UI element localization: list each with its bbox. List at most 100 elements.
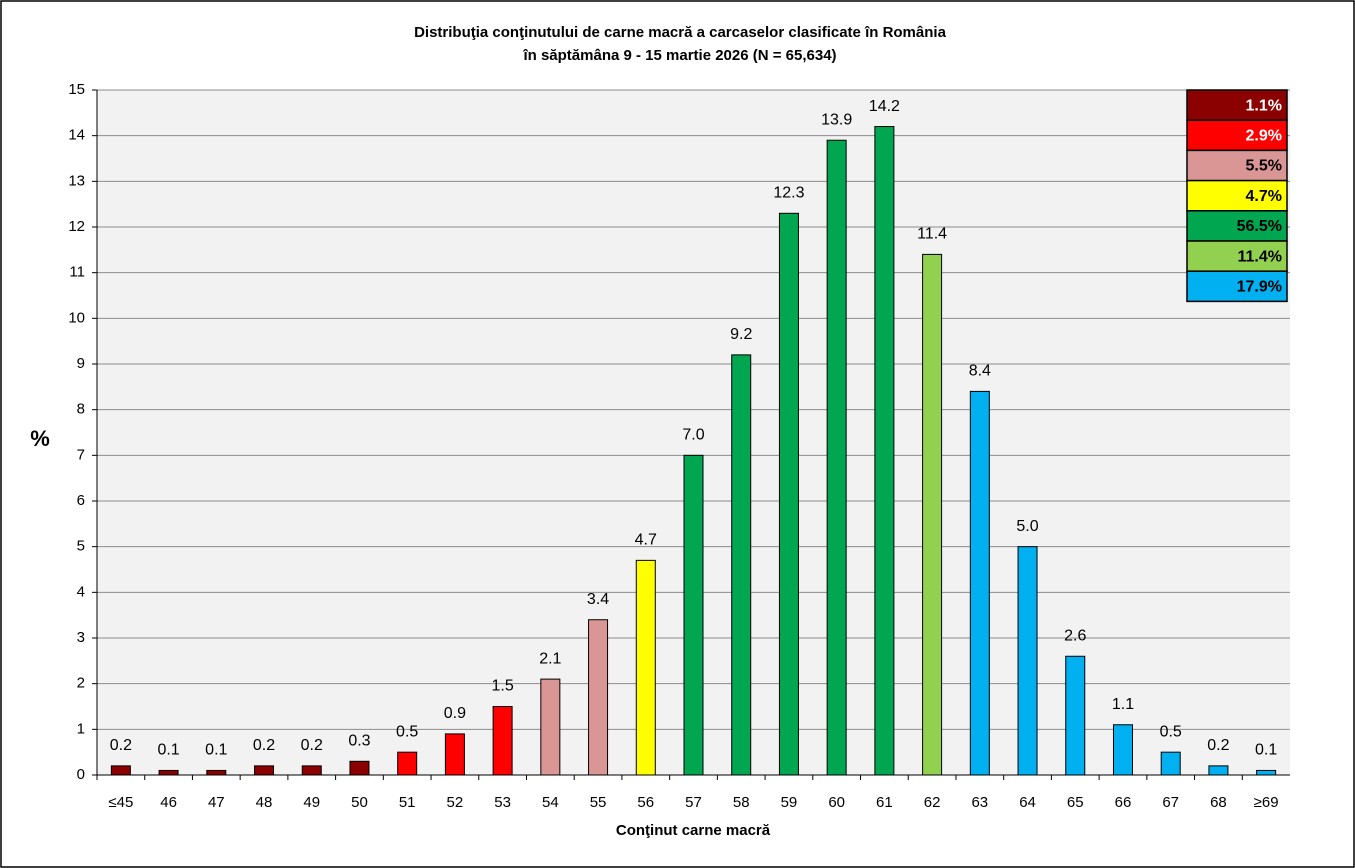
x-tick-label: 59 xyxy=(781,794,798,811)
y-tick-label: 15 xyxy=(68,81,85,98)
value-label: 5.0 xyxy=(1016,518,1038,535)
group-total-label: 11.4% xyxy=(1238,248,1282,265)
x-tick-label: 55 xyxy=(590,794,607,811)
value-label: 0.1 xyxy=(205,742,227,759)
x-tick-label: ≤45 xyxy=(108,794,133,811)
value-label: 0.2 xyxy=(301,737,323,754)
x-tick-label: 54 xyxy=(542,794,559,811)
x-tick-label: 62 xyxy=(924,794,941,811)
y-tick-label: 5 xyxy=(77,538,85,555)
y-tick-label: 7 xyxy=(77,446,85,463)
bar xyxy=(1017,546,1038,776)
value-label: 0.3 xyxy=(348,733,370,750)
chart-subtitle: în săptămâna 9 - 15 martie 2026 (N = 65,… xyxy=(522,47,836,64)
x-tick-label: 64 xyxy=(1019,794,1036,811)
y-tick-label: 2 xyxy=(77,675,85,692)
bar xyxy=(1160,751,1181,776)
y-tick-label: 10 xyxy=(68,309,85,326)
value-label: 0.1 xyxy=(1255,742,1277,759)
value-label: 1.5 xyxy=(491,678,513,695)
group-total-label: 56.5% xyxy=(1237,218,1282,235)
x-tick-label: 51 xyxy=(399,794,416,811)
group-total-label: 17.9% xyxy=(1237,279,1282,296)
x-tick-label: 63 xyxy=(971,794,988,811)
x-tick-label: 56 xyxy=(637,794,654,811)
bar xyxy=(301,765,322,776)
value-label: 0.2 xyxy=(1207,737,1229,754)
x-tick-label: 53 xyxy=(494,794,511,811)
value-label: 1.1 xyxy=(1112,696,1134,713)
y-tick-label: 1 xyxy=(77,720,85,737)
bar xyxy=(110,765,131,776)
x-tick-label: 58 xyxy=(733,794,750,811)
value-label: 2.6 xyxy=(1064,627,1086,644)
y-tick-label: 9 xyxy=(77,355,85,372)
y-tick-label: 0 xyxy=(77,766,85,783)
bar xyxy=(492,706,513,776)
group-total-box xyxy=(1186,119,1288,152)
group-total-label: 4.7% xyxy=(1246,188,1282,205)
bar xyxy=(158,769,179,776)
group-total-label: 5.5% xyxy=(1246,158,1282,175)
bar xyxy=(349,760,370,776)
bar xyxy=(969,390,990,776)
x-tick-label: 68 xyxy=(1210,794,1227,811)
bar xyxy=(1112,724,1133,776)
y-axis-label: % xyxy=(30,426,50,451)
value-label: 0.9 xyxy=(444,705,466,722)
bar xyxy=(588,619,609,776)
chart-title: Distribuţia conţinutului de carne macră … xyxy=(414,24,947,41)
value-label: 14.2 xyxy=(869,98,900,115)
value-label: 12.3 xyxy=(773,185,804,202)
value-label: 2.1 xyxy=(539,650,561,667)
y-tick-label: 13 xyxy=(68,172,85,189)
y-tick-label: 12 xyxy=(68,218,85,235)
bar xyxy=(922,253,943,776)
value-label: 3.4 xyxy=(587,591,609,608)
group-total-box xyxy=(1186,270,1288,303)
value-label: 0.1 xyxy=(157,742,179,759)
value-label: 11.4 xyxy=(917,226,947,243)
value-label: 0.5 xyxy=(396,723,418,740)
x-tick-label: 65 xyxy=(1067,794,1084,811)
x-tick-label: 61 xyxy=(876,794,893,811)
x-tick-label: 46 xyxy=(160,794,177,811)
y-tick-label: 11 xyxy=(69,264,85,281)
x-tick-label: ≥69 xyxy=(1254,794,1279,811)
bar xyxy=(444,733,465,776)
group-total-box xyxy=(1186,210,1288,242)
x-tick-label: 60 xyxy=(828,794,845,811)
x-tick-label: 48 xyxy=(256,794,273,811)
value-label: 0.2 xyxy=(110,737,132,754)
x-tick-label: 52 xyxy=(447,794,464,811)
y-tick-label: 14 xyxy=(68,127,85,144)
bar xyxy=(1065,655,1086,776)
group-total-label: 2.9% xyxy=(1246,128,1282,145)
bar xyxy=(254,765,275,776)
bar xyxy=(874,126,895,776)
group-total-box xyxy=(1186,89,1288,121)
x-tick-label: 57 xyxy=(685,794,702,811)
group-total-label: 1.1% xyxy=(1246,97,1282,114)
bar xyxy=(1256,769,1277,776)
bar xyxy=(826,139,847,776)
bar xyxy=(778,212,799,776)
x-tick-label: 66 xyxy=(1115,794,1132,811)
value-label: 7.0 xyxy=(682,427,704,444)
x-tick-label: 50 xyxy=(351,794,368,811)
bar xyxy=(540,678,561,776)
x-tick-label: 67 xyxy=(1162,794,1179,811)
value-label: 9.2 xyxy=(730,326,752,343)
x-tick-label: 47 xyxy=(208,794,225,811)
value-label: 0.5 xyxy=(1160,723,1182,740)
y-tick-label: 3 xyxy=(77,629,85,646)
bar xyxy=(731,354,752,776)
value-label: 13.9 xyxy=(821,111,852,128)
value-label: 4.7 xyxy=(635,532,657,549)
value-label: 8.4 xyxy=(969,363,991,380)
bar xyxy=(1208,765,1229,776)
y-tick-label: 6 xyxy=(77,492,85,509)
bar xyxy=(683,454,704,776)
value-label: 0.2 xyxy=(253,737,275,754)
